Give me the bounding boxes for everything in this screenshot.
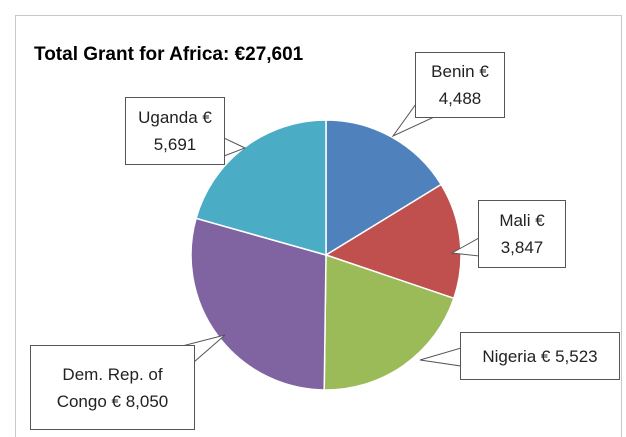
data-label: Nigeria € 5,523: [460, 332, 620, 380]
data-label-text: Benin € 4,488: [426, 58, 494, 112]
pie-slice: [325, 119, 443, 257]
value-label: € 8,050: [111, 391, 169, 411]
chart-frame: [15, 15, 622, 437]
pie-slice: [190, 217, 327, 391]
data-label: Mali € 3,847: [478, 200, 566, 268]
callout-pointer: [419, 347, 462, 367]
data-label: Dem. Rep. of Congo € 8,050: [30, 345, 195, 430]
value-label: € 5,691: [153, 108, 212, 154]
category-label: Uganda: [138, 108, 198, 127]
pie-slice: [324, 183, 462, 300]
chart-title: Total Grant for Africa: €27,601: [34, 44, 304, 65]
data-label: Benin € 4,488: [415, 52, 505, 118]
value-label: € 3,847: [500, 211, 545, 257]
category-label: Nigeria: [482, 346, 537, 366]
data-label-text: Mali € 3,847: [489, 207, 555, 261]
data-label: Uganda € 5,691: [125, 97, 225, 165]
data-label-text: Uganda € 5,691: [136, 104, 214, 158]
pie-slice: [323, 253, 455, 391]
data-label-text: Nigeria € 5,523: [482, 343, 597, 370]
value-label: € 4,488: [438, 62, 489, 108]
category-label: Mali: [499, 211, 531, 230]
value-label: € 5,523: [540, 346, 598, 366]
category-label: Dem. Rep. of Congo: [56, 364, 163, 411]
category-label: Benin: [431, 62, 475, 81]
data-label-text: Dem. Rep. of Congo € 8,050: [41, 361, 184, 415]
